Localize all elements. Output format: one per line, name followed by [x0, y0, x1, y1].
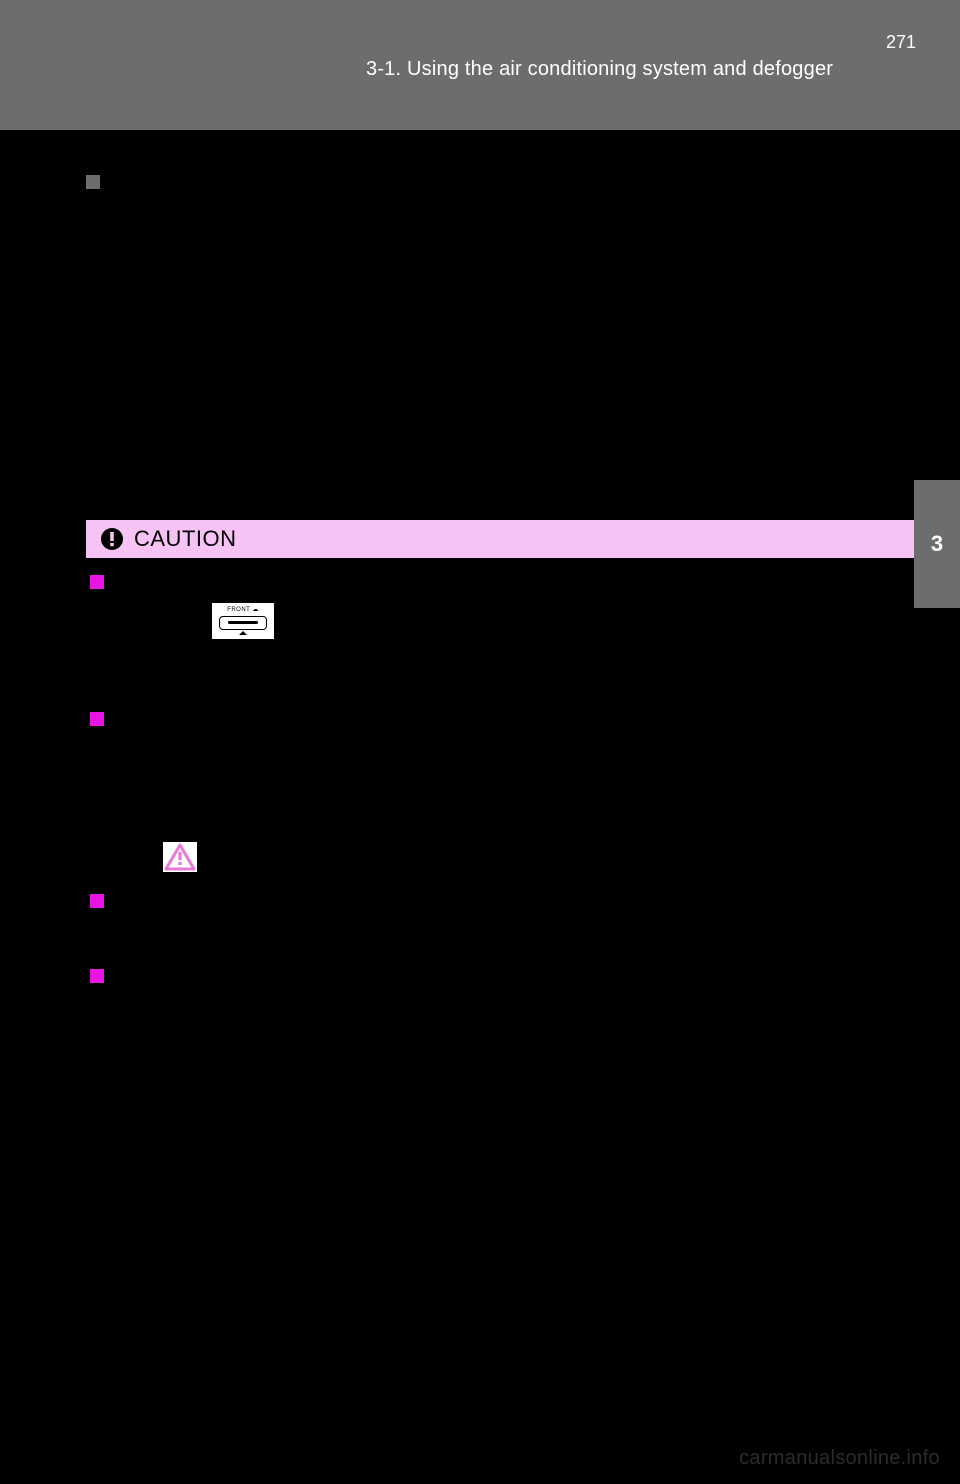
page-header: 271 3-1. Using the air conditioning syst…	[0, 0, 960, 130]
caution-block3-para: Do not touch the rear view mirror surfac…	[116, 921, 886, 947]
text-a: Do not use	[116, 610, 208, 630]
caution-block2-p2: In order to defog the windshield when th…	[116, 778, 886, 830]
text-b: (warning indicator) flashes, turn the mi…	[204, 846, 730, 866]
caution-block4-para: Do not place anything on the instrument …	[116, 997, 886, 1049]
square-bullet-icon	[90, 712, 104, 726]
header-title: 3-1. Using the air conditioning system a…	[366, 58, 833, 81]
text-a: If the	[116, 846, 161, 866]
chapter-number: 3	[931, 531, 943, 557]
page-number: 271	[886, 32, 916, 53]
caution-block4-title: To prevent the windshield defogger from …	[119, 966, 608, 986]
caution-block1-row: To prevent the windshield from fogging u…	[90, 572, 886, 593]
caution-block2-p1: In rainy weather, the windows may fog up…	[116, 740, 886, 766]
caution-block2-title: When operating the micro dust and pollen…	[119, 709, 546, 729]
caution-block1-title: To prevent the windshield from fogging u…	[119, 572, 452, 592]
section-title: Air conditioning filter	[114, 172, 276, 192]
square-bullet-icon	[90, 969, 104, 983]
chapter-label: Interior features	[931, 620, 946, 711]
caution-block3-row: When the outside rear view mirror defogg…	[90, 890, 886, 911]
caution-body: To prevent the windshield from fogging u…	[86, 572, 886, 1061]
section-paragraph: The air conditioning filter may clog aft…	[112, 203, 886, 281]
caution-block2-p3: If the (warning indicator) flashes, turn…	[116, 842, 886, 872]
square-bullet-icon	[90, 575, 104, 589]
caution-block1-para: Do not use FRONT ☁ during cool air opera…	[116, 603, 886, 691]
caution-block3-title: When the outside rear view mirror defogg…	[119, 890, 585, 910]
watermark: carmanualsonline.info	[739, 1447, 940, 1470]
section-row: Air conditioning filter	[86, 172, 886, 193]
chapter-tab: 3	[914, 480, 960, 608]
square-bullet-icon	[86, 175, 100, 189]
square-bullet-icon	[90, 894, 104, 908]
main-content: Air conditioning filter The air conditio…	[86, 172, 886, 291]
caution-block4-row: To prevent the windshield defogger from …	[90, 966, 886, 987]
caution-label: CAUTION	[134, 526, 237, 552]
warning-circle-icon	[100, 527, 124, 551]
front-defogger-button-icon: FRONT ☁	[212, 603, 274, 639]
warning-triangle-icon	[163, 842, 197, 872]
caution-heading-bar: CAUTION	[86, 520, 914, 558]
caution-block2-row: When operating the micro dust and pollen…	[90, 709, 886, 730]
